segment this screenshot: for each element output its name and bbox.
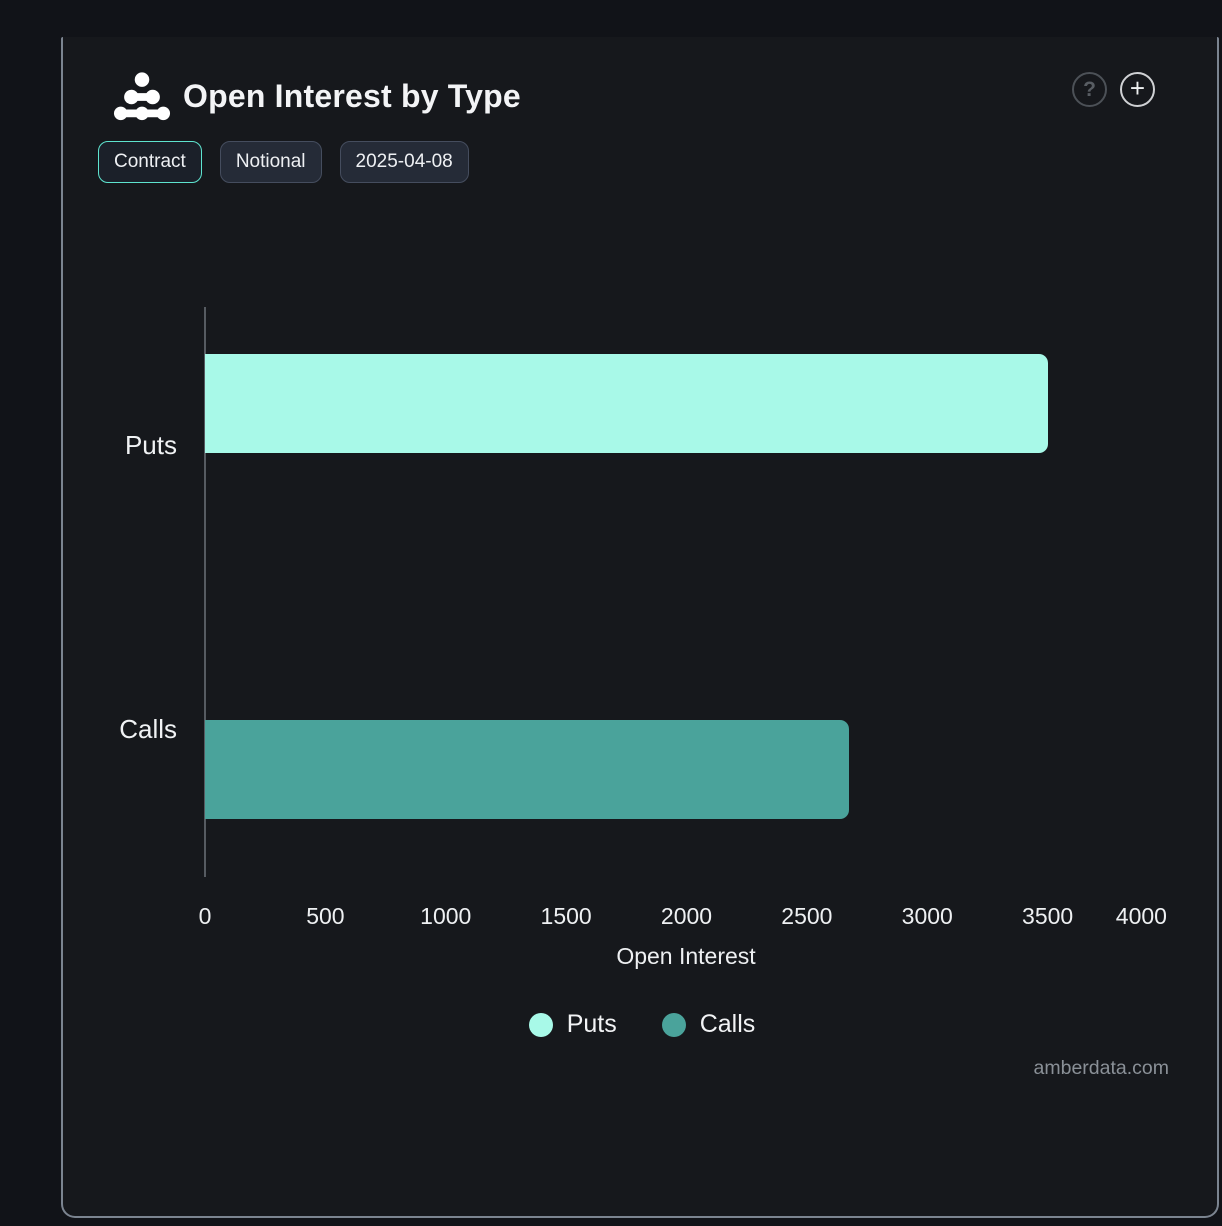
toolbar-button-notional[interactable]: Notional <box>219 141 322 183</box>
chart-card: Open Interest by Type ? + Contract Notion… <box>61 37 1219 1218</box>
help-glyph: ? <box>1083 77 1096 101</box>
chart-legend: Puts Calls <box>63 1007 1221 1042</box>
x-tick-1500: 1500 <box>540 903 592 929</box>
toolbar: Contract Notional 2025-04-08 <box>98 141 469 183</box>
help-icon[interactable]: ? <box>1072 72 1107 107</box>
watermark: amberdata.com <box>1033 1057 1169 1079</box>
x-axis-label: Open Interest <box>616 943 756 969</box>
legend-dot-puts <box>528 1012 553 1037</box>
toolbar-button-date[interactable]: 2025-04-08 <box>339 141 469 183</box>
x-tick-2500: 2500 <box>781 903 833 929</box>
legend-label: Calls <box>699 1010 756 1038</box>
category-label-calls: Calls <box>119 714 177 744</box>
legend-item-puts[interactable]: Puts <box>528 1010 617 1039</box>
amberdata-logo-icon <box>113 72 171 121</box>
x-tick-500: 500 <box>306 903 345 929</box>
bar-puts[interactable] <box>205 354 1048 453</box>
bar-calls[interactable] <box>205 720 849 819</box>
x-tick-0: 0 <box>198 903 212 929</box>
x-tick-3500: 3500 <box>1022 903 1074 929</box>
add-glyph: + <box>1129 72 1146 103</box>
page-title: Open Interest by Type <box>183 78 521 114</box>
legend-label: Puts <box>566 1010 617 1038</box>
y-axis-line <box>204 307 206 877</box>
legend-item-calls[interactable]: Calls <box>661 1010 756 1039</box>
x-tick-2000: 2000 <box>660 903 713 929</box>
toolbar-button-contract[interactable]: Contract <box>98 141 202 183</box>
legend-dot-calls <box>661 1012 686 1037</box>
x-tick-4000: 4000 <box>1115 903 1167 929</box>
x-tick-1000: 1000 <box>420 903 472 929</box>
bar-chart: Open Interest Puts Calls amberdata.com Pu… <box>63 37 1221 1218</box>
x-tick-3000: 3000 <box>901 903 953 929</box>
category-label-puts: Puts <box>124 430 177 460</box>
add-icon[interactable]: + <box>1120 72 1155 107</box>
